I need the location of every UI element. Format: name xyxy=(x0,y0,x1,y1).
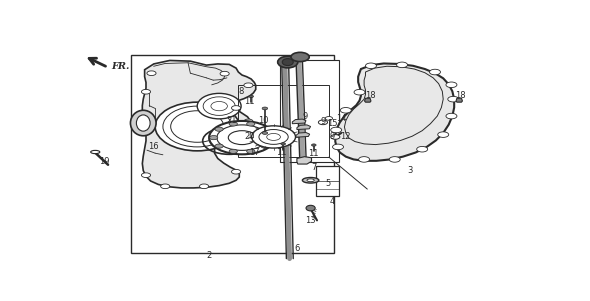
Polygon shape xyxy=(292,119,306,124)
Ellipse shape xyxy=(244,119,253,124)
Ellipse shape xyxy=(262,132,268,134)
Ellipse shape xyxy=(325,116,333,120)
Ellipse shape xyxy=(91,150,100,154)
Text: 14: 14 xyxy=(336,114,346,123)
Text: 7: 7 xyxy=(311,163,316,172)
Ellipse shape xyxy=(261,144,269,148)
Ellipse shape xyxy=(249,95,254,98)
Text: 20: 20 xyxy=(244,132,255,141)
Polygon shape xyxy=(365,98,371,102)
Ellipse shape xyxy=(130,110,156,136)
Ellipse shape xyxy=(215,144,223,148)
Ellipse shape xyxy=(261,127,269,131)
Ellipse shape xyxy=(446,82,457,88)
Text: 11: 11 xyxy=(244,97,255,106)
Ellipse shape xyxy=(147,71,156,76)
Text: 17: 17 xyxy=(249,147,260,157)
Ellipse shape xyxy=(228,131,255,144)
Ellipse shape xyxy=(281,143,286,145)
Polygon shape xyxy=(335,64,454,161)
Ellipse shape xyxy=(438,132,449,137)
Ellipse shape xyxy=(209,135,218,140)
Ellipse shape xyxy=(278,56,298,68)
Text: 6: 6 xyxy=(294,244,300,253)
Ellipse shape xyxy=(231,106,241,110)
Text: 12: 12 xyxy=(340,132,351,141)
Text: 9: 9 xyxy=(320,117,326,126)
Text: 2: 2 xyxy=(206,251,211,260)
Polygon shape xyxy=(456,98,463,102)
Ellipse shape xyxy=(302,178,319,183)
Ellipse shape xyxy=(244,83,253,88)
Ellipse shape xyxy=(319,120,327,125)
Ellipse shape xyxy=(354,89,365,95)
Bar xyxy=(131,55,335,253)
Ellipse shape xyxy=(247,149,255,154)
Ellipse shape xyxy=(136,115,150,131)
Ellipse shape xyxy=(417,147,428,152)
Ellipse shape xyxy=(282,59,293,66)
Bar xyxy=(316,166,339,196)
Polygon shape xyxy=(296,132,310,137)
Ellipse shape xyxy=(262,107,268,110)
Ellipse shape xyxy=(312,144,316,146)
Ellipse shape xyxy=(307,179,314,182)
Polygon shape xyxy=(297,125,310,129)
Bar xyxy=(280,61,339,163)
Text: 18: 18 xyxy=(365,91,375,100)
Ellipse shape xyxy=(220,71,229,76)
Ellipse shape xyxy=(333,144,343,150)
Ellipse shape xyxy=(215,127,223,131)
Ellipse shape xyxy=(247,122,255,126)
Ellipse shape xyxy=(448,96,459,102)
Text: 19: 19 xyxy=(100,157,110,166)
Ellipse shape xyxy=(251,126,296,148)
Ellipse shape xyxy=(266,135,274,140)
Text: 3: 3 xyxy=(407,166,412,175)
Text: 4: 4 xyxy=(329,197,335,206)
Ellipse shape xyxy=(430,69,441,75)
Ellipse shape xyxy=(229,122,237,126)
Text: 21: 21 xyxy=(226,116,237,125)
Ellipse shape xyxy=(331,127,342,133)
Ellipse shape xyxy=(359,157,369,162)
Ellipse shape xyxy=(389,157,400,162)
Ellipse shape xyxy=(199,184,209,189)
Text: FR.: FR. xyxy=(112,62,130,71)
Text: 18: 18 xyxy=(455,91,466,100)
Ellipse shape xyxy=(340,107,351,113)
Ellipse shape xyxy=(365,63,376,69)
Ellipse shape xyxy=(142,173,150,178)
Text: 11: 11 xyxy=(277,147,287,157)
Ellipse shape xyxy=(142,89,150,94)
Polygon shape xyxy=(142,61,255,188)
Ellipse shape xyxy=(160,184,170,189)
Text: 9: 9 xyxy=(329,132,335,141)
Ellipse shape xyxy=(209,121,275,154)
Ellipse shape xyxy=(231,169,241,174)
Ellipse shape xyxy=(331,135,340,139)
Text: 9: 9 xyxy=(302,112,307,121)
Text: 16: 16 xyxy=(149,142,159,151)
Ellipse shape xyxy=(291,52,309,62)
Ellipse shape xyxy=(446,113,457,119)
Text: 8: 8 xyxy=(238,87,243,96)
Bar xyxy=(238,85,329,157)
Text: 15: 15 xyxy=(327,119,337,128)
Text: 10: 10 xyxy=(258,116,269,125)
Text: 5: 5 xyxy=(325,179,330,188)
Ellipse shape xyxy=(396,62,408,68)
Ellipse shape xyxy=(197,93,241,119)
Polygon shape xyxy=(297,157,312,164)
Text: 11: 11 xyxy=(309,149,319,158)
Ellipse shape xyxy=(229,149,237,154)
Text: 13: 13 xyxy=(305,216,316,225)
Ellipse shape xyxy=(155,102,240,151)
Ellipse shape xyxy=(306,205,315,211)
